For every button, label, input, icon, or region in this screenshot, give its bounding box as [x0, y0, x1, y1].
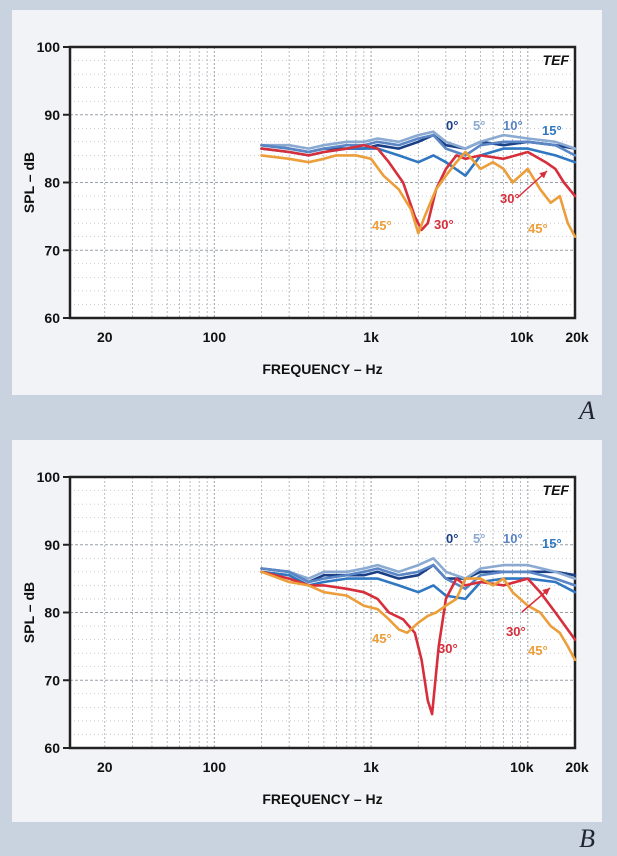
y-tick-label: 60: [44, 310, 60, 326]
series-line-30deg: [260, 143, 577, 232]
x-tick-label: 1k: [363, 759, 379, 775]
x-tick-label: 100: [203, 759, 227, 775]
series-annotation-5deg: 5°: [473, 118, 485, 133]
series-line-5deg: [260, 557, 577, 580]
series-line-15deg: [260, 570, 577, 601]
y-tick-label: 90: [44, 107, 60, 123]
series-annotation-45deg: 45°: [372, 218, 392, 233]
series-annotation-45deg: 45°: [372, 631, 392, 646]
series-annotation-10deg: 10°: [503, 118, 523, 133]
x-axis-title: FREQUENCY – Hz: [262, 361, 382, 377]
series-annotation-0deg: 0°: [446, 118, 458, 133]
series-line-10deg: [260, 563, 577, 591]
series-annotation-45deg: 45°: [528, 221, 548, 236]
series-annotation-15deg: 15°: [542, 536, 562, 551]
brand-label: TEF: [543, 52, 570, 68]
grid: [70, 47, 576, 318]
annotation-arrow-head: [539, 171, 547, 179]
series-line-10deg: [260, 133, 577, 157]
x-tick-label: 20: [97, 759, 113, 775]
series-annotation-15deg: 15°: [542, 123, 562, 138]
x-tick-label: 20: [97, 329, 113, 345]
y-tick-label: 70: [44, 242, 60, 258]
x-tick-label: 100: [203, 329, 227, 345]
series-annotation-30deg: 30°: [438, 641, 458, 656]
x-tick-label: 10k: [510, 329, 534, 345]
y-tick-label: 80: [44, 175, 60, 191]
chart-panel-b: 60 70 80 90 100 20 100 1k 10k 20k FREQUENCY – Hz SP…: [12, 440, 602, 822]
y-tick-label: 100: [37, 39, 61, 55]
panel-label-a: A: [579, 396, 595, 425]
series-annotation-10deg: 10°: [503, 531, 523, 546]
series-annotation-30deg: 30°: [506, 624, 526, 639]
x-axis-title: FREQUENCY – Hz: [262, 791, 382, 807]
y-tick-label: 60: [44, 740, 60, 756]
y-tick-label: 90: [44, 537, 60, 553]
panel-label-b: B: [579, 824, 595, 853]
series-line-45deg: [260, 150, 577, 238]
annotation-arrow-head: [542, 588, 550, 596]
x-tick-label: 20k: [565, 329, 589, 345]
brand-label: TEF: [543, 482, 570, 498]
y-tick-label: 80: [44, 605, 60, 621]
y-axis-title: SPL – dB: [21, 152, 37, 213]
y-tick-label: 100: [37, 469, 61, 485]
series-annotation-30deg: 30°: [434, 217, 454, 232]
series-annotation-5deg: 5°: [473, 531, 485, 546]
chart-panel-a: 60 70 80 90 100 20 100 1k 10k 20k FREQUENCY – Hz SP…: [12, 10, 602, 395]
series-annotation-0deg: 0°: [446, 531, 458, 546]
y-axis-title: SPL – dB: [21, 582, 37, 643]
x-tick-label: 1k: [363, 329, 379, 345]
chart-b-svg: 60 70 80 90 100 20 100 1k 10k 20k FREQUENCY – Hz SP…: [21, 469, 589, 807]
series-line-30deg: [260, 570, 577, 716]
series-group: [260, 130, 577, 238]
series-line-45deg: [260, 570, 577, 662]
chart-a-svg: 60 70 80 90 100 20 100 1k 10k 20k FREQUENCY – Hz SP…: [21, 39, 589, 377]
series-annotation-45deg: 45°: [528, 643, 548, 658]
y-tick-label: 70: [44, 672, 60, 688]
series-group: [260, 557, 577, 716]
series-annotation-30deg: 30°: [500, 191, 520, 206]
x-tick-label: 10k: [510, 759, 534, 775]
series-line-5deg: [260, 130, 577, 150]
x-tick-label: 20k: [565, 759, 589, 775]
